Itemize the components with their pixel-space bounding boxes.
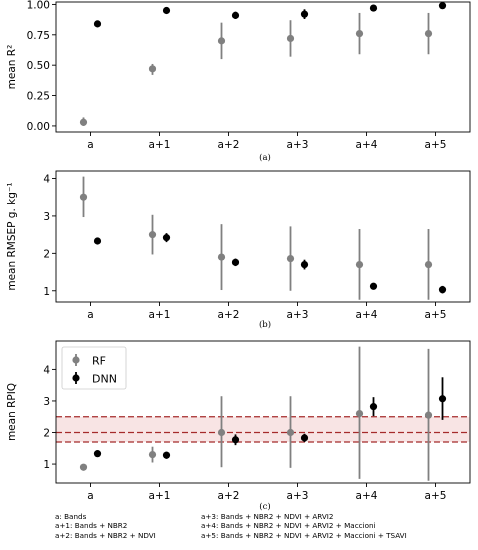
data-point <box>300 434 309 442</box>
data-point <box>438 286 447 294</box>
data-point <box>424 411 433 419</box>
panel-caption: (c) <box>259 501 270 512</box>
data-point <box>438 395 447 403</box>
category-definitions: a: Bands a+1: Bands + NBR2 a+2: Bands + … <box>55 512 475 550</box>
y-tick-label: 3 <box>43 211 50 223</box>
definition-a4: a+4: Bands + NBR2 + NDVI + ARVI2 + Macci… <box>201 521 376 531</box>
y-tick-label: 4 <box>43 364 50 376</box>
y-tick-label: 0.25 <box>27 91 50 103</box>
y-tick-label: 0.00 <box>27 121 50 133</box>
legend-label: RF <box>92 355 106 368</box>
data-point <box>286 254 295 263</box>
data-point <box>148 65 157 73</box>
panel-b: 1 2 3 4 a a+1 a+2 a+3 a+4 a+5 mean RMSEP g. kg⁻¹ (b… <box>6 170 471 330</box>
data-point <box>148 451 157 459</box>
definition-a3: a+3: Bands + NBR2 + NDVI + ARVI2 <box>201 512 334 521</box>
panel-caption: (a) <box>259 152 271 163</box>
definitions-column-2: a+3: Bands + NBR2 + NDVI + ARVI2 a+4: Ba… <box>201 512 407 540</box>
data-point <box>355 260 364 269</box>
x-tick-label: a+2 <box>218 309 240 321</box>
y-tick-label: 1 <box>43 459 50 471</box>
data-point <box>79 118 88 126</box>
data-point <box>162 451 171 459</box>
x-tick-label: a+2 <box>218 139 240 151</box>
data-point <box>93 20 102 28</box>
x-tick-label: a+5 <box>425 490 447 502</box>
legend-marker <box>72 374 80 382</box>
data-point <box>369 403 378 411</box>
panel-caption: (b) <box>259 319 271 330</box>
data-point <box>438 2 447 10</box>
data-point <box>369 282 378 290</box>
x-tick-label: a <box>87 139 93 151</box>
data-point <box>300 260 309 269</box>
x-tick-label: a+4 <box>356 309 378 321</box>
legend-label: DNN <box>92 373 117 386</box>
definition-a1: a+1: Bands + NBR2 <box>55 521 128 531</box>
data-point <box>231 258 240 266</box>
data-point <box>217 428 226 437</box>
definition-a5: a+5: Bands + NBR2 + NDVI + ARVI2 + Macci… <box>201 530 407 540</box>
x-tick-label: a <box>87 490 93 502</box>
data-point <box>424 29 433 38</box>
data-point <box>355 29 364 38</box>
y-tick-label: 1 <box>43 286 50 298</box>
y-tick-label: 2 <box>43 248 50 260</box>
x-tick-label: a+4 <box>356 139 378 151</box>
y-tick-label: 4 <box>43 173 50 185</box>
y-axis-label: mean R² <box>6 45 18 90</box>
data-point <box>79 193 88 201</box>
data-point <box>424 260 433 269</box>
x-tick-label: a+5 <box>425 309 447 321</box>
panel-a: 0.00 0.25 0.50 0.75 1.00 a a+1 a+2 a+3 a+4 a+5 mean… <box>6 0 471 163</box>
data-point <box>231 436 240 444</box>
panel-c: 1 2 3 4 a a+1 a+2 a+3 a+4 a+5 mean RPIQ (c) RF DNN <box>6 340 471 512</box>
data-point <box>79 463 88 471</box>
definition-a2: a+2: Bands + NBR2 + NDVI <box>55 530 156 540</box>
axes-frame <box>55 170 471 303</box>
x-tick-label: a+1 <box>149 309 171 321</box>
threshold-band <box>56 416 470 442</box>
data-point <box>369 4 378 12</box>
x-tick-label: a <box>87 309 93 321</box>
x-tick-label: a+2 <box>218 490 240 502</box>
y-axis-label: mean RMSEP g. kg⁻¹ <box>6 182 18 290</box>
data-point <box>217 37 226 45</box>
x-tick-label: a+1 <box>149 139 171 151</box>
data-point <box>93 237 102 245</box>
definition-a: a: Bands <box>55 512 87 521</box>
data-point <box>355 409 364 418</box>
data-point <box>162 234 171 242</box>
axes-frame <box>55 1 471 133</box>
data-point <box>162 6 171 15</box>
data-point <box>286 34 295 43</box>
y-tick-label: 0.50 <box>27 60 50 72</box>
x-tick-label: a+3 <box>287 490 309 502</box>
x-tick-label: a+3 <box>287 139 309 151</box>
definitions-column-1: a: Bands a+1: Bands + NBR2 a+2: Bands + … <box>55 512 156 540</box>
x-tick-label: a+4 <box>356 490 378 502</box>
x-tick-label: a+1 <box>149 490 171 502</box>
legend-marker <box>72 356 80 364</box>
data-point <box>300 10 309 18</box>
y-tick-label: 2 <box>43 428 50 440</box>
axes-frame <box>55 340 471 484</box>
data-point <box>93 450 102 458</box>
x-tick-label: a+3 <box>287 309 309 321</box>
data-point <box>231 11 240 19</box>
data-point <box>286 428 295 437</box>
y-tick-label: 1.00 <box>27 0 50 11</box>
y-tick-label: 0.75 <box>27 30 50 42</box>
data-point <box>217 253 226 261</box>
x-tick-label: a+5 <box>425 139 447 151</box>
y-tick-label: 3 <box>43 396 50 408</box>
y-axis-label: mean RPIQ <box>6 383 18 441</box>
data-point <box>148 231 157 239</box>
